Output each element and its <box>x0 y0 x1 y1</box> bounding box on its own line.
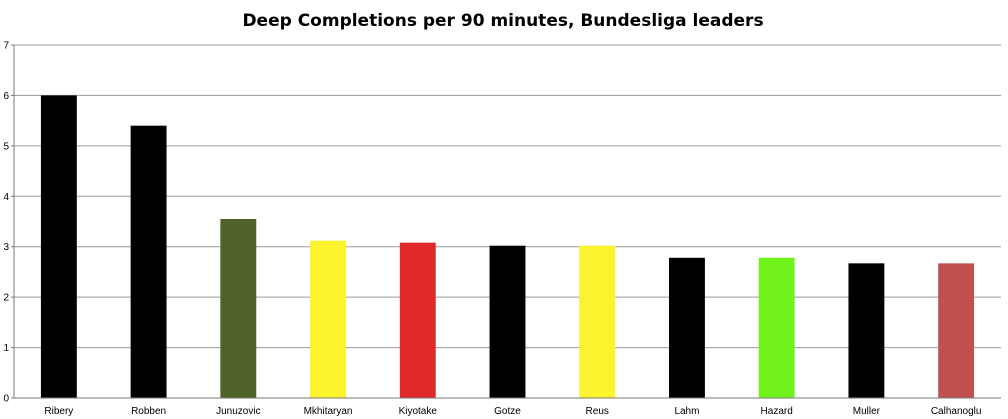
bar-mkhitaryan <box>310 240 346 398</box>
category-labels: Ribery Robben Junuzovic Mkhitaryan Kiyotake G… <box>44 406 981 417</box>
y-tick-labels: 0 1 2 3 4 5 6 7 <box>3 41 9 405</box>
bar-lahm <box>669 257 705 398</box>
y-tick-label: 0 <box>3 394 9 405</box>
bar-kiyotake <box>399 242 436 398</box>
x-category-label: Muller <box>853 406 881 417</box>
bar-hazard <box>758 257 795 398</box>
y-tick-label: 6 <box>3 91 9 102</box>
chart-title: Deep Completions per 90 minutes, Bundesl… <box>242 11 763 31</box>
bar-gotze <box>489 245 526 398</box>
bar-robben <box>130 125 167 398</box>
bar-calhanoglu <box>938 263 975 398</box>
bar-ribery <box>40 95 77 398</box>
y-tick-label: 5 <box>3 141 9 152</box>
bar-muller <box>848 263 885 398</box>
x-category-label: Ribery <box>44 406 73 417</box>
x-category-label: Calhanoglu <box>931 406 982 417</box>
y-tick-label: 7 <box>3 41 9 52</box>
y-tick-label: 3 <box>3 242 9 253</box>
x-category-label: Reus <box>586 406 609 417</box>
x-category-label: Lahm <box>674 406 699 417</box>
x-category-label: Mkhitaryan <box>304 406 353 417</box>
x-category-label: Gotze <box>494 406 521 417</box>
y-tick-label: 4 <box>3 192 9 203</box>
y-tick-label: 1 <box>3 343 9 354</box>
axes <box>11 44 1001 399</box>
bars <box>40 95 975 398</box>
y-tick-label: 2 <box>3 293 9 304</box>
x-category-label: Hazard <box>761 406 793 417</box>
x-category-label: Robben <box>131 406 166 417</box>
x-category-label: Junuzovic <box>216 406 260 417</box>
bar-reus <box>579 245 616 398</box>
bar-junuzovic <box>220 218 257 398</box>
x-category-label: Kiyotake <box>399 406 438 417</box>
